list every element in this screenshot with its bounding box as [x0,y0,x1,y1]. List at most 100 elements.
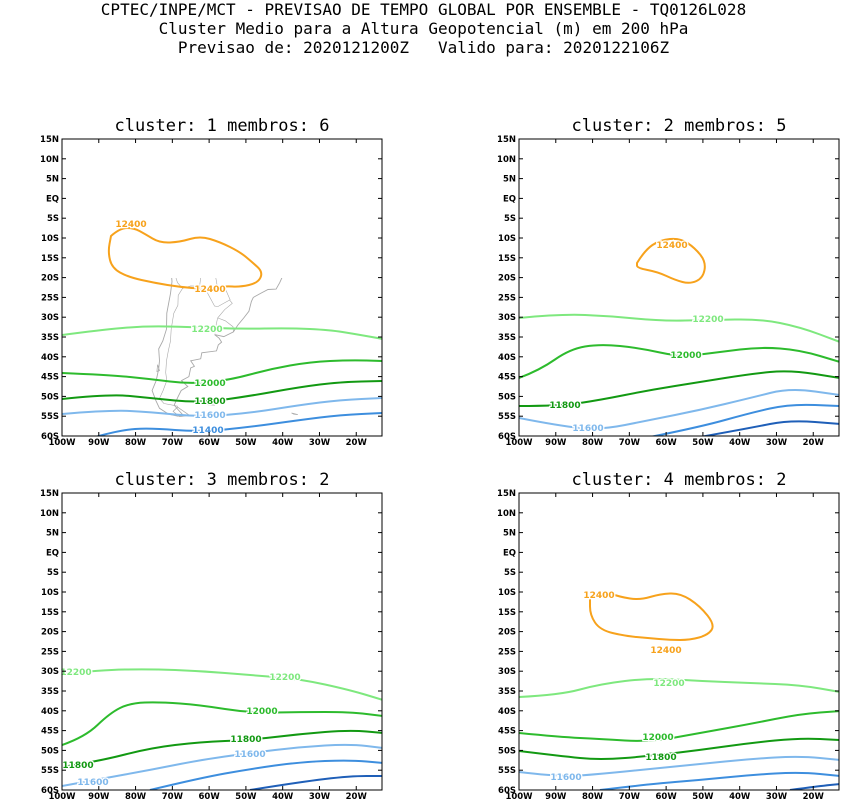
lon-tick-label: 30W [309,438,331,448]
lat-tick-label: 50S [41,746,59,756]
country-border [158,152,183,272]
country-border [592,193,612,216]
lon-tick-label: 100W [505,438,533,448]
country-border [582,515,583,520]
country-border [207,175,220,194]
lat-tick-label: 20S [498,274,516,284]
contour-line-11400 [149,759,382,790]
country-border [239,183,240,190]
country-border [548,125,563,141]
contour-line-11800 [62,380,382,403]
lon-tick-label: 50W [692,792,714,802]
lon-tick-label: 20W [803,438,825,448]
country-border [679,530,688,544]
lon-tick-label: 100W [48,792,76,802]
lon-tick-label: 90W [88,792,110,802]
lat-tick-label: 5S [47,568,59,578]
country-border [664,529,677,548]
island [661,402,675,406]
lat-tick-label: 60S [498,786,516,796]
country-border [601,164,603,168]
country-border [125,161,126,166]
contour-line-12000 [519,344,839,379]
contour-line-11600 [62,397,382,417]
contour-line-11200 [249,775,382,790]
lat-tick-label: 10S [41,234,59,244]
contour-label: 12400 [115,220,146,230]
country-border [182,166,210,191]
lat-tick-label: EQ [503,548,516,558]
contour-label: 12200 [191,325,222,335]
lon-tick-label: 60W [656,792,678,802]
lat-tick-label: 55S [498,412,516,422]
contour-label: 11600 [550,773,581,783]
lon-tick-label: 20W [803,792,825,802]
island [660,156,663,159]
lon-tick-label: 40W [729,792,751,802]
lon-tick-label: 90W [88,438,110,448]
lat-tick-label: 40S [41,707,59,717]
contour-line-11400 [94,412,382,436]
contour-label: 12400 [583,591,614,601]
lat-tick-label: 45S [498,727,516,737]
lat-tick-label: 50S [498,392,516,402]
lat-tick-label: 25S [498,647,516,657]
cluster-panel-4: cluster: 4 membros: 2 12400 12400 12200 1200… [497,461,840,802]
country-border [144,164,146,168]
lat-tick-label: 20S [41,628,59,638]
lat-tick-label: 10S [498,588,516,598]
lat-tick-label: 20S [498,628,516,638]
lat-tick-label: 50S [41,392,59,402]
contour-layer [519,591,839,790]
country-border [564,493,580,499]
contour-line-12400 [589,591,714,641]
island [203,510,206,513]
lat-tick-label: 5N [503,529,516,539]
lat-tick-label: 45S [498,373,516,383]
lat-tick-label: EQ [46,194,59,204]
coastline [151,278,283,417]
lat-tick-label: 25S [41,293,59,303]
panel-title: cluster: 4 membros: 2 [572,470,787,490]
lat-tick-label: 5N [46,529,59,539]
country-border [159,288,183,407]
island [630,407,647,417]
lat-tick-label: 30S [41,313,59,323]
contour-line-12000 [519,710,839,742]
island [614,719,617,726]
country-border [615,506,640,626]
contour-label: 12000 [246,707,277,717]
country-border [639,166,667,191]
country-border [571,155,579,157]
contour-line-11800 [519,737,839,760]
map-layer [519,461,759,771]
lon-tick-label: 60W [199,438,221,448]
contour-line-12400 [107,227,263,290]
contour-label: 12400 [650,646,681,656]
lat-tick-label: 10N [40,155,59,165]
lon-tick-label: 60W [199,792,221,802]
contour-label: 11800 [645,753,676,763]
country-border [175,278,201,289]
lat-tick-label: 5N [46,175,59,185]
lat-tick-label: 35S [41,687,59,697]
country-border [571,509,579,511]
lon-tick-label: 30W [766,792,788,802]
country-border [135,547,155,570]
country-border [592,547,612,570]
lat-tick-label: 35S [41,333,59,343]
lat-tick-label: 15S [498,608,516,618]
lon-tick-label: 80W [582,792,604,802]
lat-tick-label: 60S [498,432,516,442]
lat-tick-label: 45S [41,373,59,383]
lat-tick-label: 5N [503,175,516,185]
island [94,197,98,201]
header-line-2: Cluster Medio para a Altura Geopotencial… [158,19,689,38]
lon-tick-label: 30W [766,438,788,448]
lat-tick-label: 20S [41,274,59,284]
country-border [548,479,563,495]
contour-line-12200 [519,678,839,698]
island [247,200,251,206]
country-border [144,518,146,522]
